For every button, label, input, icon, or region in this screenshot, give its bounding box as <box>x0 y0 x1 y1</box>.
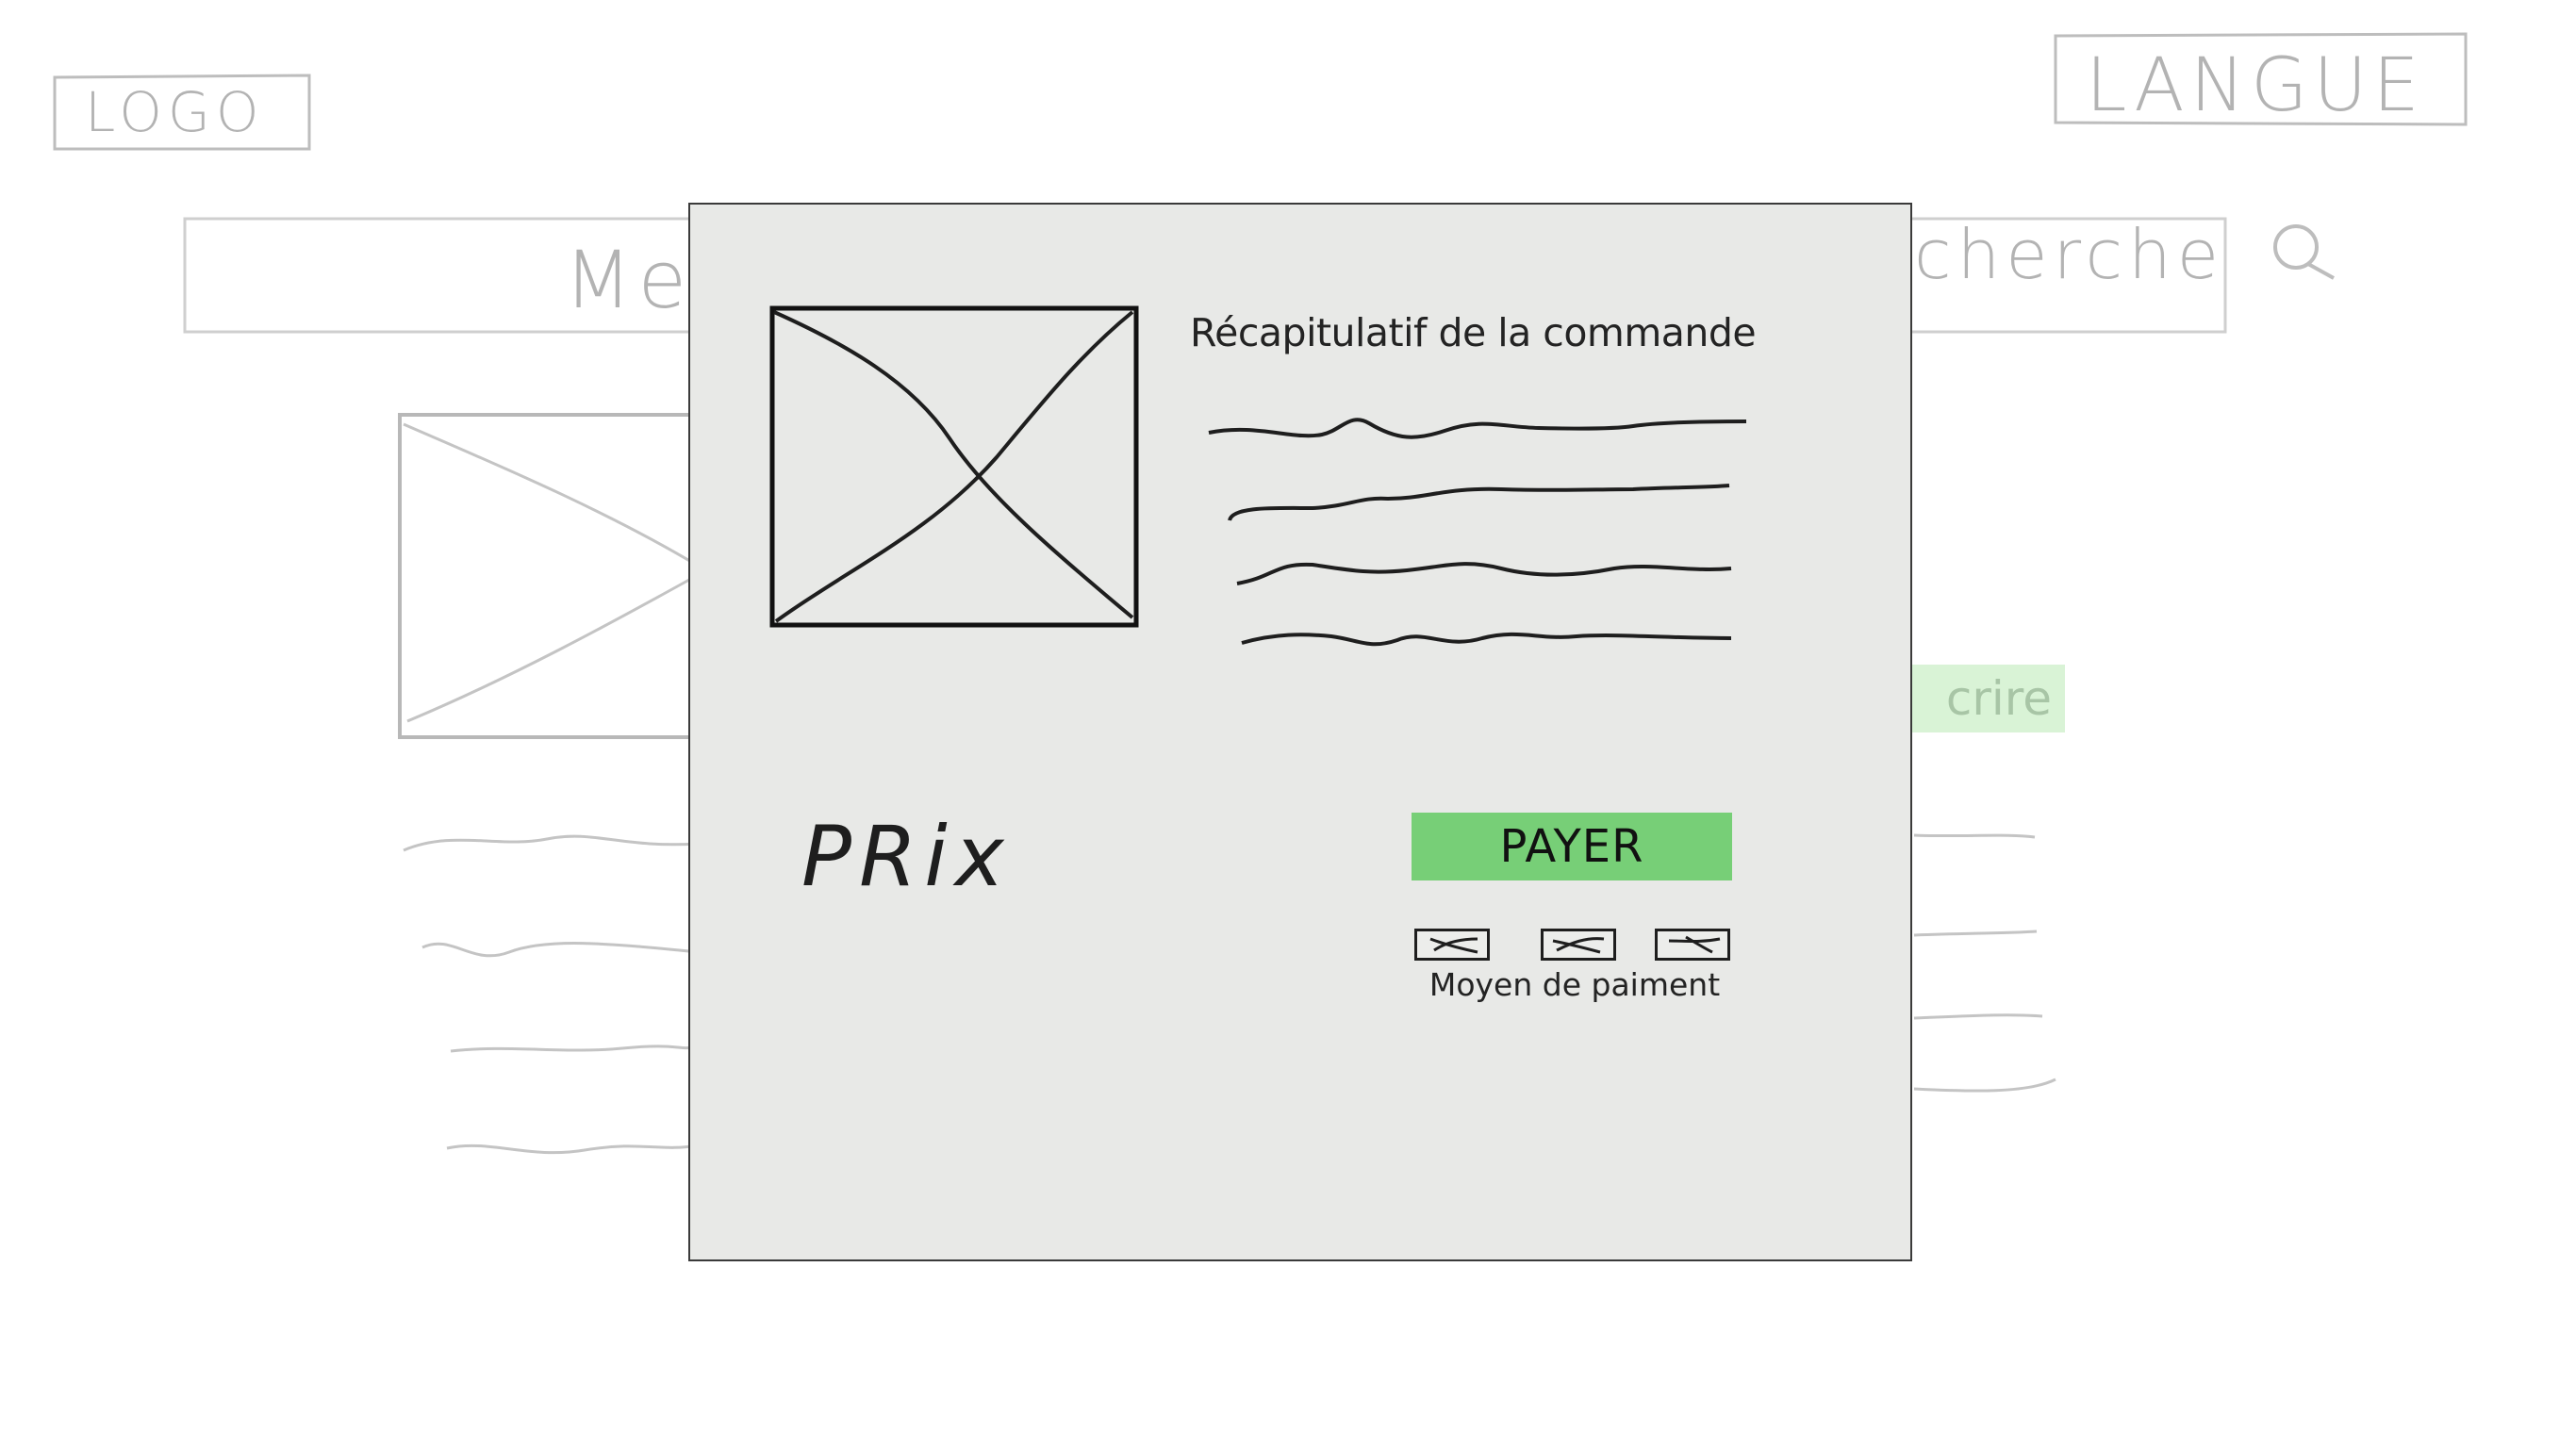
card-placeholder-icon <box>1668 935 1721 954</box>
payment-method-option[interactable] <box>1541 929 1616 961</box>
logo[interactable]: LOGO <box>85 80 265 144</box>
language-selector[interactable]: LANGUE <box>2086 43 2425 128</box>
order-summary-modal: Récapitulatif de la commande PRix PAYER … <box>688 203 1912 1261</box>
payment-methods-label: Moyen de paiment <box>1428 966 1721 1003</box>
menu-search-text-left: Me <box>564 234 693 326</box>
payment-method-option[interactable] <box>1655 929 1730 961</box>
image-placeholder-icon <box>769 305 1139 628</box>
card-placeholder-icon <box>1552 937 1605 954</box>
search-icon <box>2273 224 2335 280</box>
order-summary-title: Récapitulatif de la commande <box>1190 310 1757 355</box>
card-placeholder-icon <box>1429 937 1478 954</box>
price-label: PRix <box>801 808 1012 905</box>
payment-method-option[interactable] <box>1414 929 1490 961</box>
search-bar-text-right[interactable]: cherche <box>1914 215 2225 294</box>
order-summary-lines <box>1208 418 1747 647</box>
pay-button[interactable]: PAYER <box>1412 813 1732 880</box>
